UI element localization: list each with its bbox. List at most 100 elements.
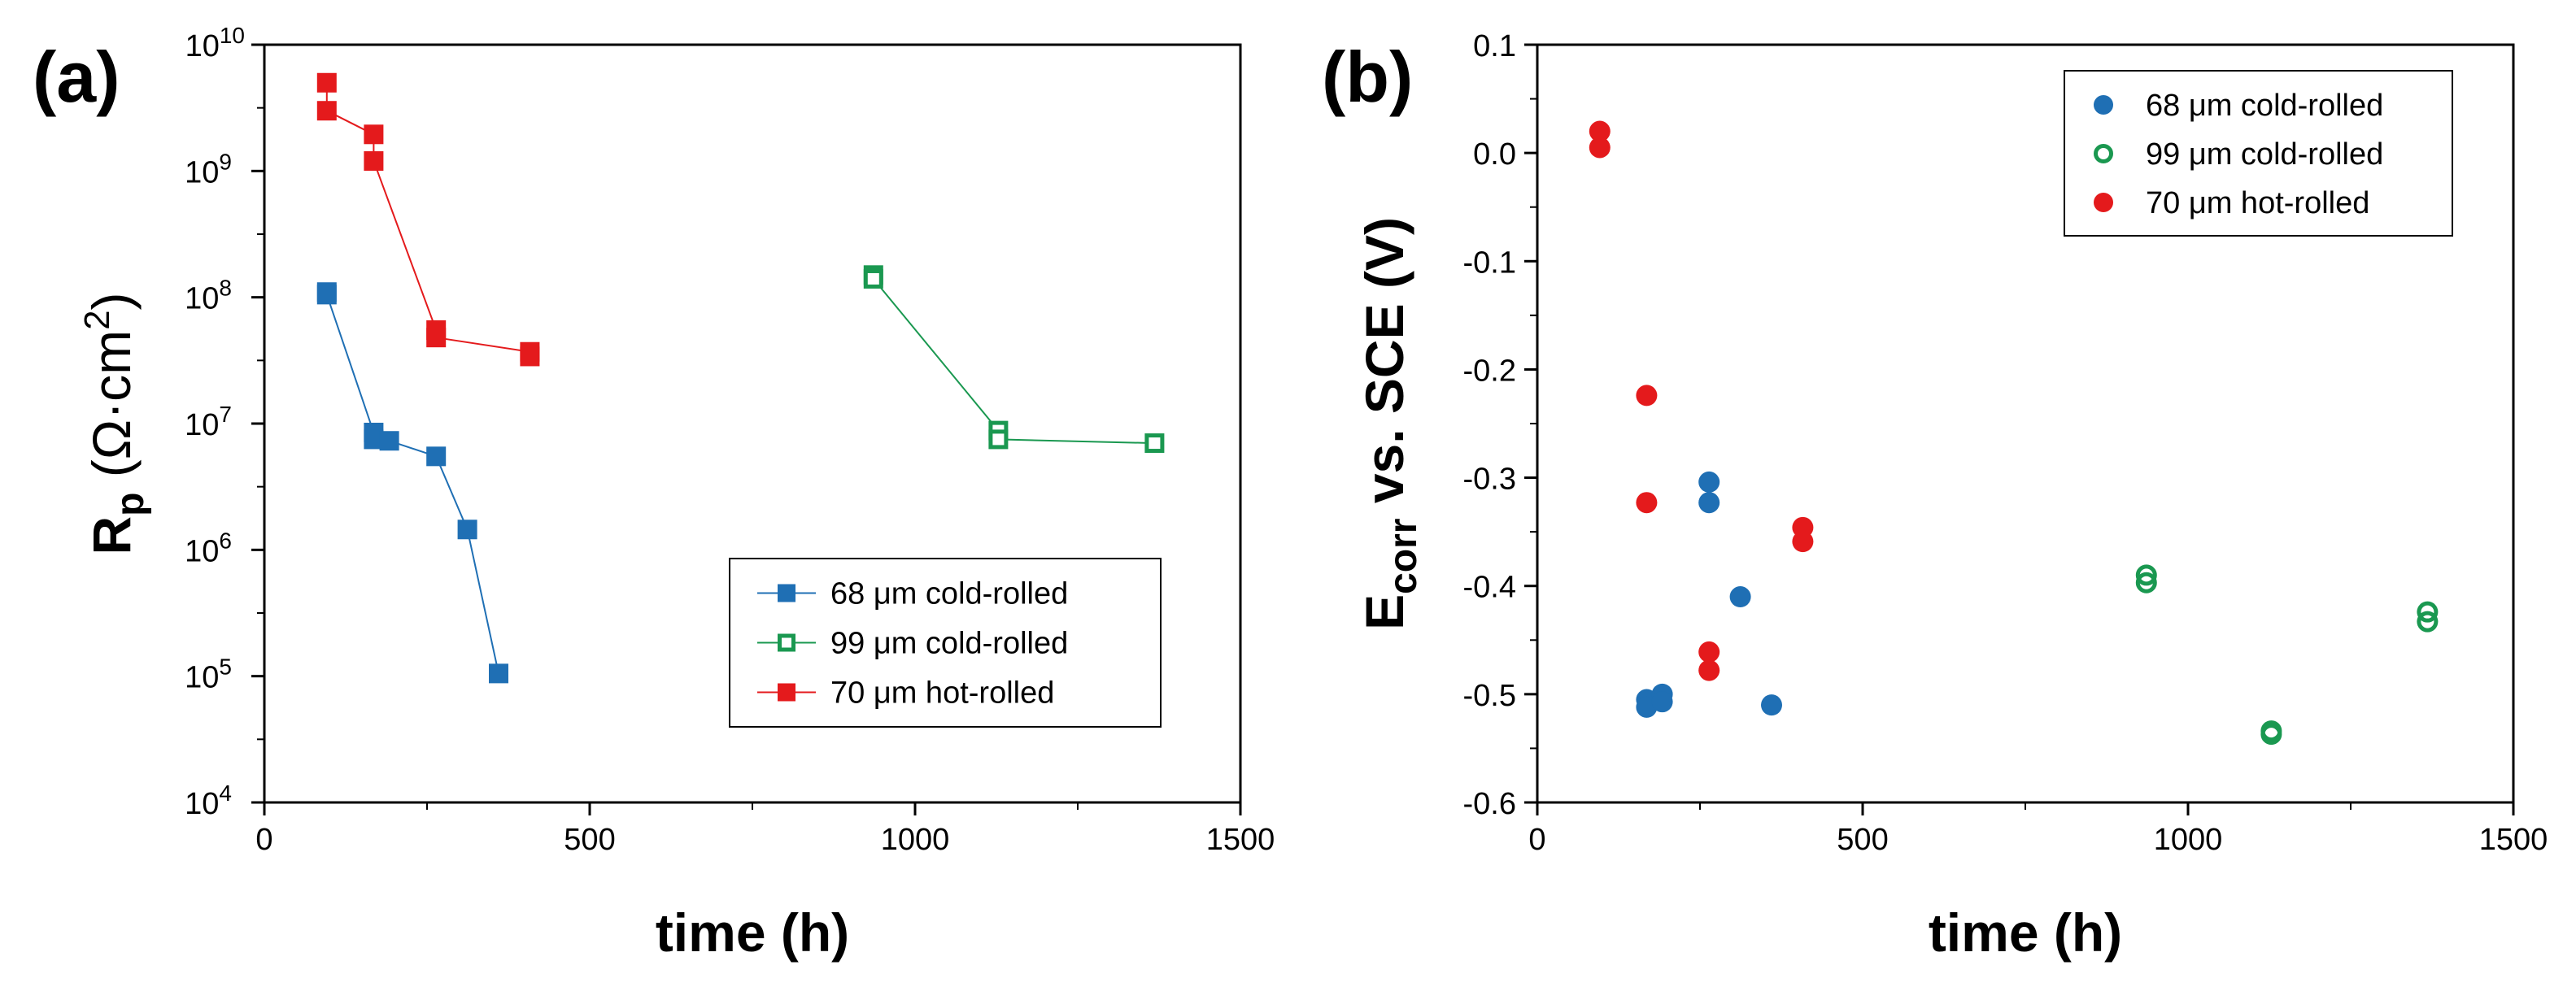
x-tick-label: 500 (1837, 823, 1888, 857)
data-point (1698, 492, 1720, 514)
x-tick-label: 0 (255, 823, 272, 857)
data-point (316, 101, 337, 121)
x-tick-label: 0 (1528, 823, 1545, 857)
data-point (520, 346, 540, 367)
data-point (1636, 385, 1658, 407)
series-99-m-cold-rolled (2135, 564, 2439, 746)
legend-marker (2094, 95, 2113, 115)
x-tick-label: 500 (564, 823, 615, 857)
y-tick-label: 107 (185, 402, 232, 442)
legend-label: 99 μm cold-rolled (2146, 137, 2383, 172)
data-point (1792, 531, 1814, 553)
legend-label: 70 μm hot-rolled (830, 676, 1054, 711)
data-point (316, 285, 337, 305)
panel-b-legend: 68 μm cold-rolled 99 μm cold-rolled 70 μm … (2064, 70, 2453, 237)
panel-a-label: (a) (33, 37, 120, 117)
legend-marker (778, 683, 795, 702)
panel-a-y-axis-symbol: R (81, 516, 142, 555)
data-point (379, 431, 399, 451)
legend-label: 68 μm cold-rolled (2146, 89, 2383, 123)
y-tick-label: 105 (185, 654, 232, 695)
series-line-70-m-hot-rolled (325, 82, 531, 357)
data-point (2260, 724, 2282, 746)
x-tick-label: 1000 (2154, 823, 2223, 857)
y-tick-label: 1010 (185, 23, 245, 63)
data-point (1589, 120, 1611, 142)
x-tick-label: 1500 (1206, 823, 1275, 857)
panel-b-plot-area (1589, 120, 2439, 746)
panel-b-y-axis-symbol: E (1354, 594, 1414, 630)
y-tick-label: 0.1 (1473, 29, 1516, 63)
x-tick-label: 1500 (2479, 823, 2548, 857)
panel-a-x-axis-title: time (h) (656, 902, 849, 963)
y-tick-label: -0.2 (1463, 354, 1516, 388)
legend-entry-68-m-cold-rolled: 68 μm cold-rolled (2094, 89, 2383, 123)
legend-entry-70-m-hot-rolled: 70 μm hot-rolled (757, 676, 1054, 711)
data-point (1698, 659, 1720, 681)
legend-marker (2094, 193, 2113, 212)
panel-a-y-axis-close: ) (81, 292, 142, 310)
data-point (2135, 572, 2157, 594)
legend-label: 70 μm hot-rolled (2146, 186, 2369, 220)
series-68-m-cold-rolled (316, 282, 508, 684)
data-point (489, 663, 508, 684)
legend-label: 68 μm cold-rolled (830, 577, 1068, 611)
panel-a-x-ticks: 0 500 1000 1500 (255, 802, 1275, 857)
panel-a-y-axis-superscript: 2 (77, 310, 117, 329)
data-point (2417, 611, 2439, 633)
legend-marker (778, 584, 795, 602)
data-point (1651, 691, 1673, 713)
panel-b-x-ticks: 0 500 1000 1500 (1528, 802, 2548, 857)
y-tick-label: -0.1 (1463, 246, 1516, 280)
panel-a-y-axis-units: (Ω·cm (81, 330, 142, 493)
y-tick-label: -0.3 (1463, 463, 1516, 497)
legend-entry-99-m-cold-rolled: 99 μm cold-rolled (757, 627, 1068, 661)
data-point (364, 124, 384, 145)
panel-a-plot-area (316, 72, 1165, 684)
panel-a-y-axis-subscript: p (109, 493, 152, 516)
legend-frame (2064, 70, 2453, 237)
data-point (2135, 564, 2157, 586)
data-point (1698, 471, 1720, 493)
panel-b-x-axis-title: time (h) (1929, 902, 2122, 963)
legend-entry-99-m-cold-rolled: 99 μm cold-rolled (2094, 137, 2383, 172)
panel-b-y-axis-rest: vs. SCE (V) (1354, 217, 1414, 518)
data-point (988, 429, 1009, 450)
panel-b: (b) 0 500 1000 1500 0.1 0.0 -0.1 -0.2 -0.3 -0.4 -… (1322, 29, 2548, 963)
panel-b-y-axis-subscript: corr (1382, 519, 1425, 594)
data-point (426, 446, 447, 467)
data-point (1761, 694, 1782, 716)
legend-entry-70-m-hot-rolled: 70 μm hot-rolled (2094, 186, 2369, 220)
y-tick-label: -0.4 (1463, 571, 1516, 605)
series-99-m-cold-rolled (863, 265, 1165, 454)
y-tick-label: -0.6 (1463, 787, 1516, 821)
y-tick-label: -0.5 (1463, 679, 1516, 713)
legend-label: 99 μm cold-rolled (830, 627, 1068, 661)
y-tick-label: 108 (185, 276, 232, 316)
x-tick-label: 1000 (881, 823, 950, 857)
panel-a: (a) 0 500 1000 1500 1041051061071081091010 … (33, 23, 1275, 963)
data-point (1698, 641, 1720, 663)
panel-a-legend: 68 μm cold-rolled 99 μm cold-rolled 70 μm … (729, 558, 1162, 728)
series-70-m-hot-rolled (1589, 120, 1814, 681)
panel-b-y-axis-title: Ecorr vs. SCE (V) (1354, 217, 1425, 630)
y-tick-label: 104 (185, 780, 232, 821)
data-point (1729, 586, 1751, 608)
data-point (426, 328, 447, 348)
data-point (364, 151, 384, 172)
series-line-99-m-cold-rolled (872, 275, 1155, 445)
panel-a-y-axis-title: Rp (Ω·cm2) (77, 292, 152, 554)
data-point (316, 72, 337, 93)
legend-marker (2094, 144, 2113, 163)
data-point (1144, 433, 1165, 454)
y-tick-label: 109 (185, 149, 232, 189)
panel-a-y-ticks: 104 105 106 107 108 109 1010 (185, 23, 264, 821)
data-point (1589, 137, 1611, 159)
data-point (2417, 601, 2439, 623)
series-70-m-hot-rolled (316, 72, 540, 367)
data-point (457, 520, 477, 540)
series-line-68-m-cold-rolled (325, 292, 499, 674)
series-68-m-cold-rolled (1636, 471, 1782, 718)
data-point (1636, 492, 1658, 514)
